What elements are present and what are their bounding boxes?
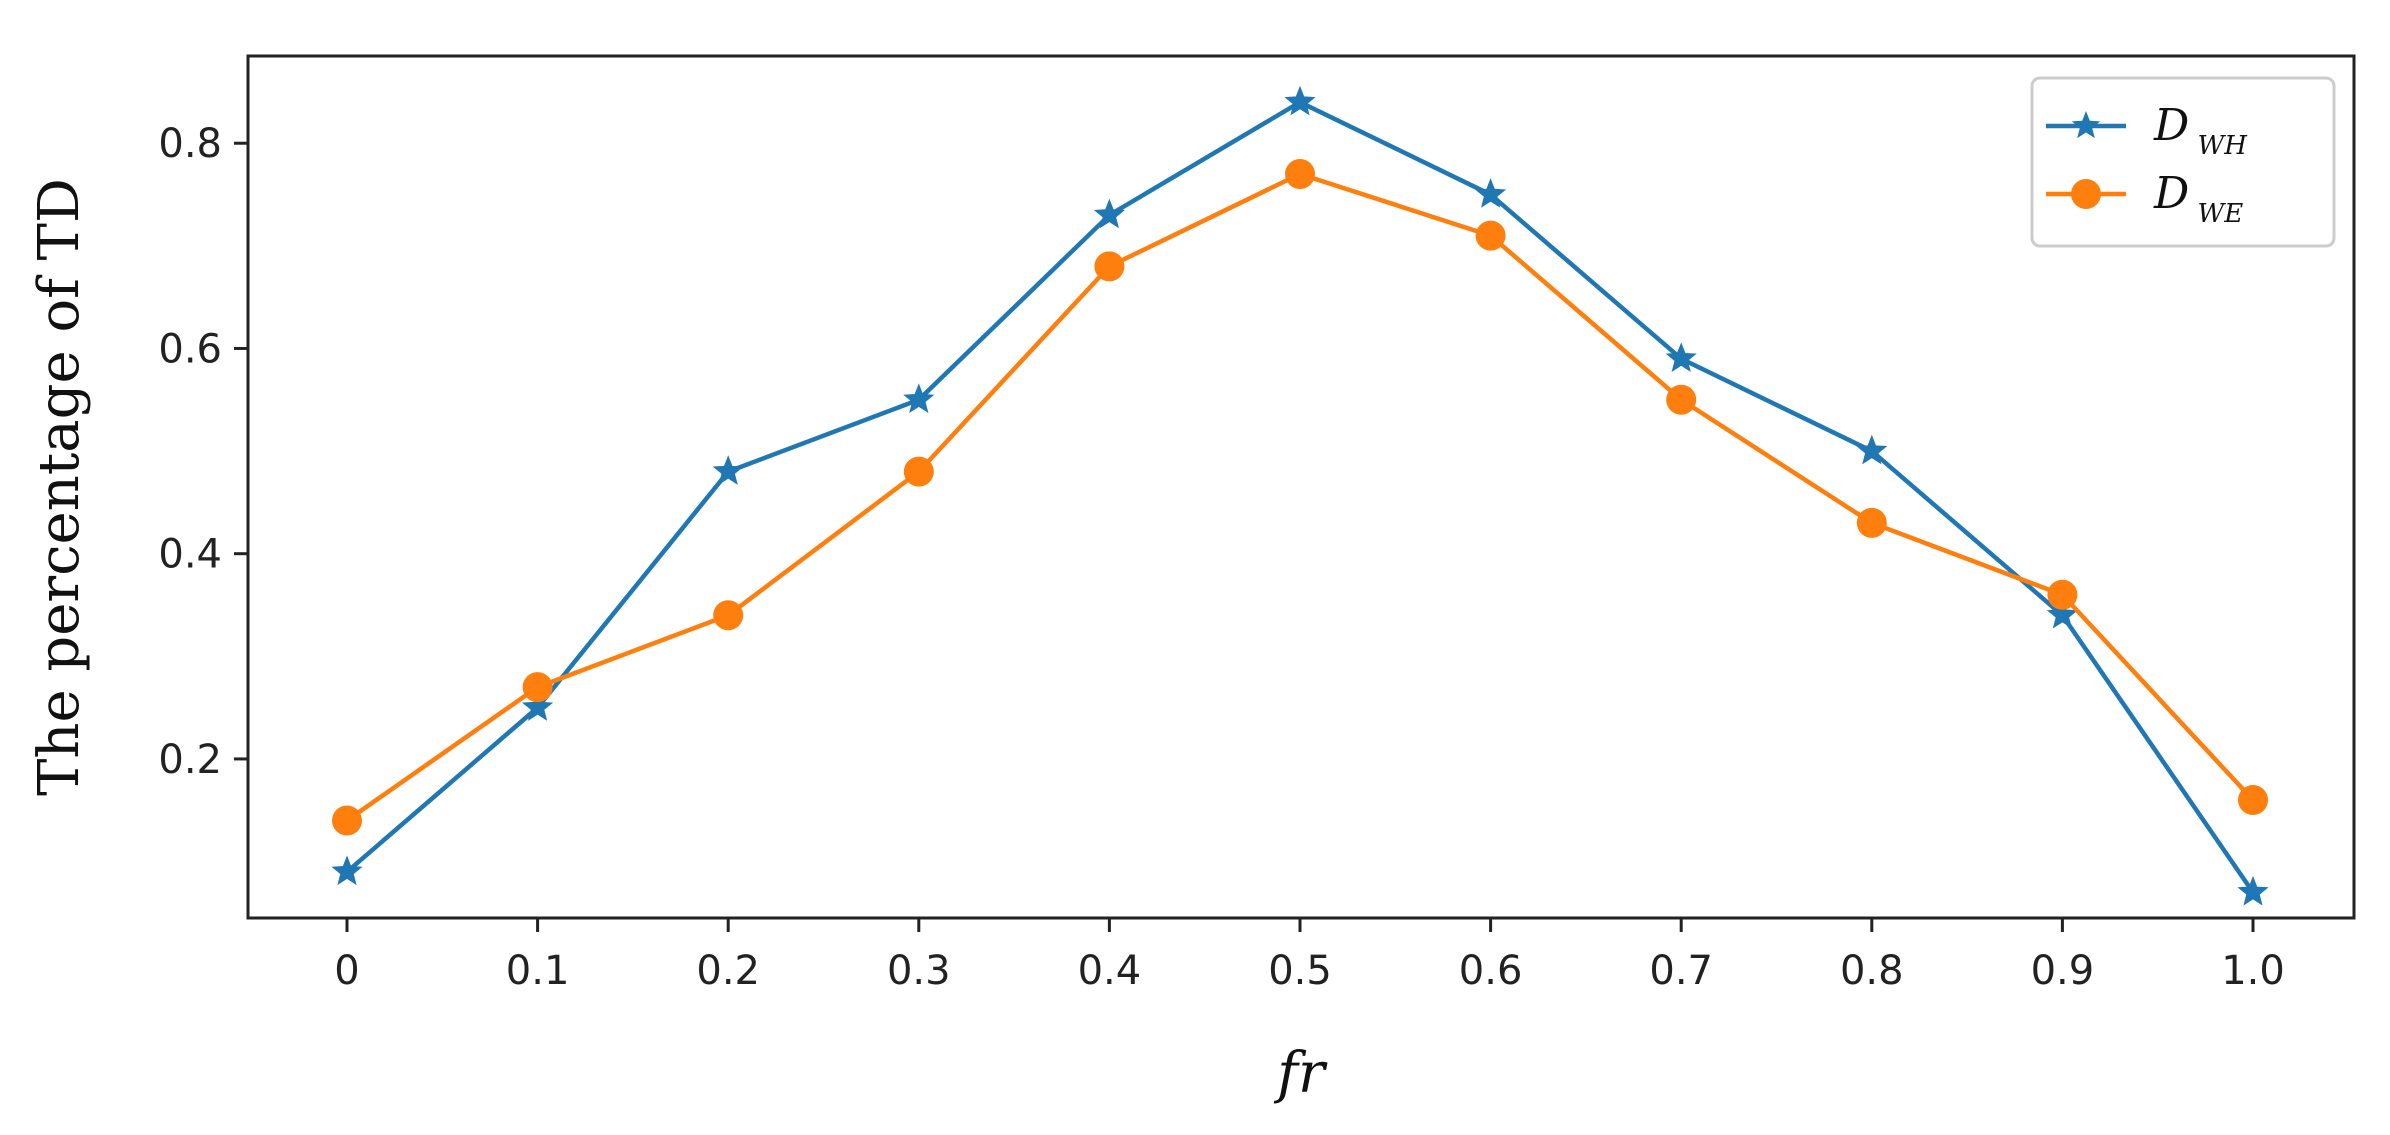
circle-marker [1666,384,1697,415]
y-tick-label: 0.8 [158,121,222,167]
circle-marker [522,672,553,703]
circle-marker [903,456,934,487]
x-axis-ticks: 0 0.1 0.2 0.3 0.4 0.5 0.6 0.7 0.8 0.9 1.0 [334,918,2285,994]
star-marker [1093,198,1125,229]
x-axis-title: fr [1273,1041,1328,1106]
legend-box [2030,76,2336,248]
x-tick-label: 0.5 [1268,948,1332,994]
circle-marker [1856,507,1887,538]
circle-marker [1094,251,1125,282]
y-axis-title: The percentage of TD [27,178,92,796]
star-marker [2046,598,2078,629]
series-line [345,99,2255,894]
star-marker [1284,85,1316,116]
star-marker [712,455,744,485]
x-tick-label: 0 [334,948,359,994]
circle-marker [2238,784,2268,815]
x-tick-label: 0.7 [1649,948,1713,994]
series-wh [331,85,2269,906]
x-tick-label: 0.4 [1078,948,1142,994]
legend: D WHD WE [2030,76,2336,248]
y-tick-label: 0.4 [158,532,222,578]
star-marker [1475,178,1507,208]
star-marker [1856,434,1888,465]
y-axis-ticks: 0.2 0.4 0.6 0.8 [158,121,248,783]
circle-marker [332,805,362,836]
series-line [345,171,2255,823]
x-tick-label: 1.0 [2221,948,2285,994]
star-marker [2237,875,2269,906]
x-tick-label: 0.9 [2031,948,2095,994]
y-tick-label: 0.2 [158,737,222,783]
star-marker [331,855,363,886]
x-tick-label: 0.6 [1459,948,1523,994]
series-we [332,159,2268,836]
legend-circle-marker [2071,179,2101,209]
circle-marker [1475,220,1506,251]
legend-star-marker [2071,111,2101,139]
y-tick-label: 0.6 [158,326,222,372]
legend-item: D WH [2046,100,2248,161]
star-marker [522,691,554,721]
circle-marker [713,600,744,631]
x-tick-label: 0.3 [887,948,951,994]
circle-marker [2047,579,2078,610]
star-marker [903,383,935,414]
series-layer [331,85,2269,906]
x-tick-label: 0.1 [506,948,570,994]
x-tick-label: 0.8 [1840,948,1904,994]
x-tick-label: 0.2 [696,948,760,994]
circle-marker [1285,159,1315,190]
star-marker [1665,342,1697,372]
